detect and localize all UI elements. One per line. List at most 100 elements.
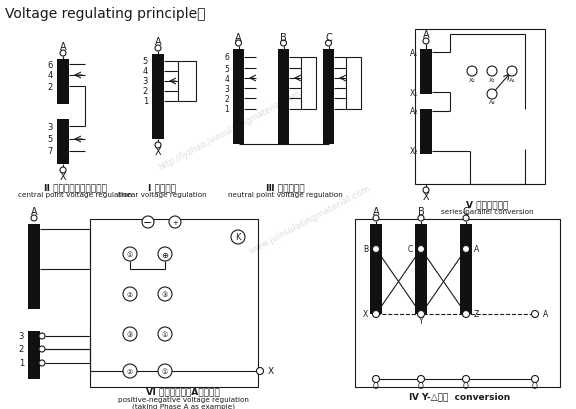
Circle shape: [123, 287, 137, 301]
Text: X₁: X₁: [488, 78, 495, 83]
Circle shape: [256, 368, 263, 375]
Text: ②: ②: [127, 368, 133, 374]
Text: 2: 2: [19, 345, 24, 354]
Circle shape: [467, 67, 477, 77]
Bar: [415, 225, 427, 314]
Bar: [278, 50, 289, 145]
Text: ①: ①: [162, 368, 168, 374]
Text: Voltage regulating principle：: Voltage regulating principle：: [5, 7, 206, 21]
Text: 4: 4: [48, 71, 53, 80]
Text: O: O: [532, 382, 538, 391]
Circle shape: [60, 168, 66, 173]
Circle shape: [158, 364, 172, 378]
Text: X₂: X₂: [410, 147, 418, 156]
Text: 6: 6: [48, 61, 53, 70]
Text: (taking Phase A as example): (taking Phase A as example): [131, 403, 234, 409]
Text: 4: 4: [143, 67, 148, 76]
Bar: [355, 220, 560, 387]
Circle shape: [155, 46, 161, 52]
Circle shape: [281, 41, 286, 47]
Circle shape: [418, 216, 424, 221]
Text: 2: 2: [224, 94, 229, 103]
Text: 2: 2: [143, 87, 148, 96]
Text: 2: 2: [48, 82, 53, 91]
Text: O: O: [373, 382, 379, 391]
Text: +: +: [172, 220, 178, 225]
Circle shape: [487, 90, 497, 100]
Circle shape: [507, 67, 517, 77]
Text: 5: 5: [143, 57, 148, 66]
Circle shape: [418, 246, 425, 253]
Circle shape: [532, 311, 539, 318]
Circle shape: [155, 143, 161, 148]
Text: Ⅰ 线性调压: Ⅰ 线性调压: [148, 183, 176, 192]
Text: 1: 1: [224, 105, 229, 114]
Bar: [28, 331, 40, 379]
Text: A: A: [543, 310, 548, 319]
Circle shape: [39, 346, 45, 352]
Text: 4: 4: [224, 74, 229, 83]
Circle shape: [423, 188, 429, 193]
Circle shape: [39, 333, 45, 339]
Bar: [420, 50, 432, 95]
Text: A: A: [474, 245, 479, 254]
Text: http://lyzhao.jvinsulatingmaterial.com: http://lyzhao.jvinsulatingmaterial.com: [157, 88, 303, 171]
Circle shape: [463, 216, 469, 221]
Circle shape: [31, 216, 37, 221]
Bar: [57, 60, 69, 105]
Text: A: A: [60, 42, 66, 52]
Text: 1: 1: [19, 359, 24, 368]
Text: ①: ①: [127, 252, 133, 257]
Text: neutral point voltage regulation: neutral point voltage regulation: [228, 191, 342, 198]
Text: ③: ③: [127, 331, 133, 337]
Text: 5: 5: [224, 64, 229, 73]
Text: 3: 3: [143, 77, 148, 86]
Circle shape: [231, 230, 245, 245]
Text: ③: ③: [162, 291, 168, 297]
Text: −: −: [143, 218, 153, 227]
Bar: [415, 30, 545, 184]
Text: A: A: [235, 33, 242, 43]
Text: A₂: A₂: [488, 100, 495, 105]
Text: www.jvinsulatingmaterial.com: www.jvinsulatingmaterial.com: [248, 184, 373, 256]
Circle shape: [373, 246, 380, 253]
Circle shape: [236, 41, 241, 47]
Text: A₂: A₂: [410, 107, 418, 116]
Bar: [57, 120, 69, 164]
Text: 1: 1: [143, 97, 148, 106]
Text: central point voltage regulation: central point voltage regulation: [18, 191, 132, 198]
Text: series-parallel conversion: series-parallel conversion: [441, 209, 533, 214]
Bar: [178, 62, 196, 102]
Text: X: X: [60, 172, 66, 182]
Text: positive-negative voltage regulation: positive-negative voltage regulation: [118, 396, 248, 402]
Text: ②: ②: [127, 291, 133, 297]
Text: X: X: [155, 147, 161, 157]
Text: X₂: X₂: [469, 78, 475, 83]
Text: 3: 3: [224, 84, 229, 93]
Circle shape: [158, 287, 172, 301]
Text: B: B: [363, 245, 368, 254]
Circle shape: [142, 216, 154, 229]
Bar: [370, 225, 382, 314]
Text: C: C: [408, 245, 413, 254]
Text: X: X: [423, 191, 429, 202]
Bar: [460, 225, 472, 314]
Text: 3: 3: [18, 332, 24, 341]
Text: X: X: [363, 310, 368, 319]
Text: Ⅱ 中部调压（单桥跨接）: Ⅱ 中部调压（单桥跨接）: [44, 183, 107, 192]
Text: A: A: [155, 37, 161, 47]
Text: X: X: [268, 366, 274, 375]
Circle shape: [169, 216, 181, 229]
Text: A₁: A₁: [509, 78, 516, 83]
Circle shape: [418, 311, 425, 318]
Circle shape: [373, 311, 380, 318]
Text: X₁: X₁: [410, 88, 418, 97]
Circle shape: [325, 41, 332, 47]
Text: O: O: [418, 382, 424, 391]
Text: 5: 5: [48, 135, 53, 144]
Circle shape: [423, 39, 429, 45]
Text: 7: 7: [48, 147, 53, 156]
Text: linear voltage regulation: linear voltage regulation: [118, 191, 206, 198]
Circle shape: [463, 311, 469, 318]
Text: C: C: [325, 33, 332, 43]
